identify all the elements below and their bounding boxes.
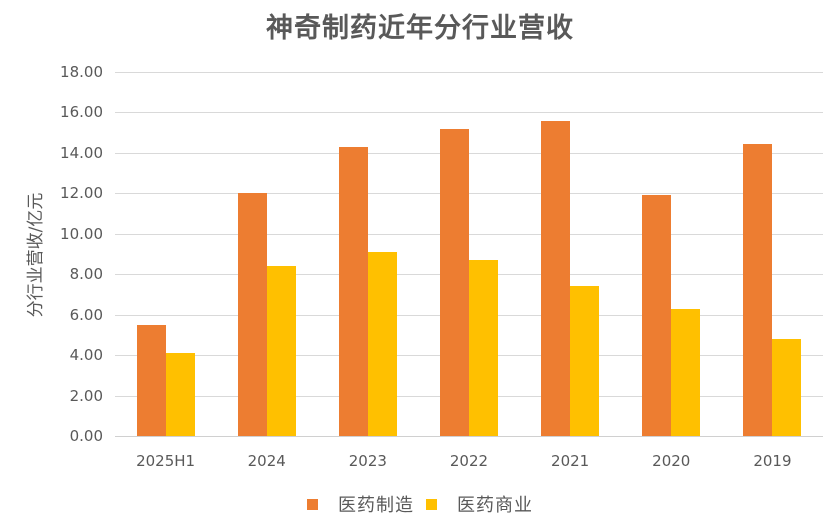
- bar-manufacturing: [743, 143, 773, 436]
- bar-commerce: [165, 353, 195, 436]
- bar-manufacturing: [136, 324, 166, 436]
- y-tick-label: 18.00: [60, 63, 103, 81]
- y-tick-label: 10.00: [60, 224, 103, 243]
- legend-swatch-icon: [426, 498, 437, 510]
- legend-label: 医药制造: [338, 495, 414, 516]
- x-tick-label: 2023: [348, 452, 387, 470]
- legend-item-commerce: 医药商业: [426, 491, 533, 517]
- legend: 医药制造 医药商业: [0, 489, 840, 519]
- x-tick-label: 2022: [449, 452, 489, 470]
- y-tick-label: 16.00: [60, 103, 103, 122]
- bar-commerce: [570, 286, 600, 436]
- bar-commerce: [772, 338, 802, 436]
- bar-commerce: [367, 251, 397, 436]
- y-tick-label: 12.00: [60, 184, 103, 203]
- bar-manufacturing: [338, 146, 368, 436]
- y-tick-label: 2.00: [69, 386, 103, 405]
- y-tick-label: 6.00: [69, 305, 103, 324]
- chart-title: 神奇制药近年分行业营收: [266, 13, 574, 44]
- y-tick-label: 8.00: [69, 265, 103, 284]
- bar-manufacturing: [237, 193, 267, 436]
- y-tick-label: 14.00: [60, 143, 103, 162]
- bar-commerce: [469, 260, 498, 436]
- bar-manufacturing: [541, 120, 571, 436]
- gridline: [115, 233, 823, 235]
- y-tick-label: 4.00: [69, 346, 103, 365]
- bar-manufacturing: [440, 128, 469, 436]
- legend-swatch-icon: [307, 498, 318, 510]
- y-tick-label: 0.00: [69, 427, 103, 445]
- x-tick-label: 2019: [753, 452, 792, 470]
- x-tick-label: 2025H1: [136, 452, 196, 470]
- gridline: [115, 152, 823, 154]
- bar-manufacturing: [642, 195, 672, 436]
- x-tick-label: 2021: [551, 452, 590, 470]
- plot-area: [115, 72, 823, 437]
- x-axis-line: [115, 436, 823, 437]
- gridline: [115, 112, 823, 114]
- x-tick-label: 2024: [247, 452, 286, 470]
- bar-commerce: [266, 266, 296, 436]
- x-tick-label: 2020: [652, 452, 691, 470]
- gridline: [115, 72, 823, 73]
- bar-commerce: [671, 308, 701, 436]
- legend-label: 医药商业: [457, 495, 533, 516]
- gridline: [115, 193, 823, 195]
- legend-item-manufacturing: 医药制造: [307, 491, 414, 517]
